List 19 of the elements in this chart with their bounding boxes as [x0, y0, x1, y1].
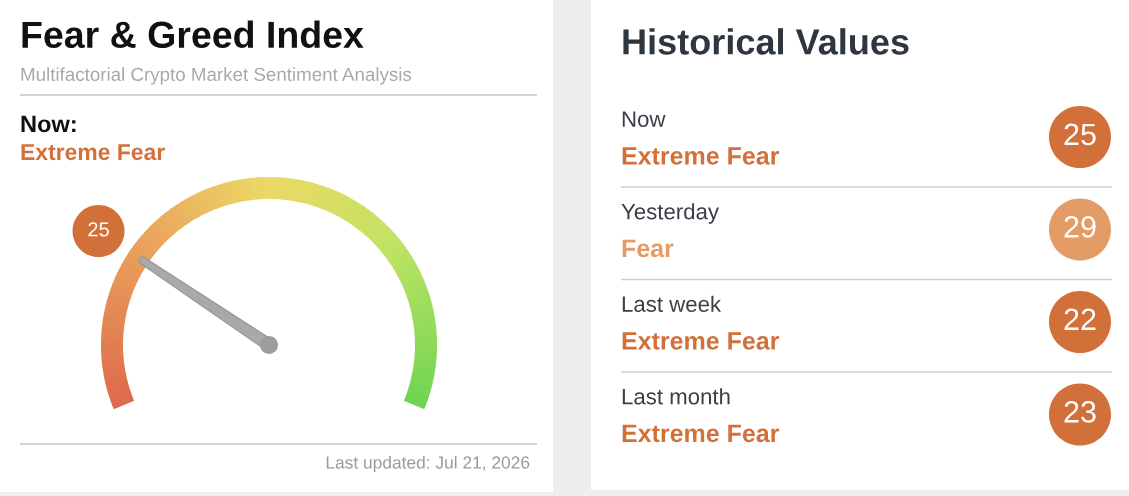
text: Last month	[622, 388, 730, 405]
text: 22	[1064, 308, 1096, 330]
text: Yesterday	[621, 203, 719, 224]
text: Fear & Greed Index	[22, 20, 364, 49]
text: Now:	[21, 115, 76, 133]
text: Now	[622, 111, 666, 127]
text: Extreme Fear	[622, 147, 780, 165]
text: Multifactorial Crypto Market Sentiment Analysis	[21, 67, 412, 85]
text: Historical Values	[623, 28, 909, 55]
text: 25	[88, 222, 109, 237]
text: 29	[1064, 216, 1096, 238]
text: Last week	[622, 295, 722, 312]
text: Extreme Fear	[622, 424, 780, 443]
text: Last updated: Jul 21, 2026	[326, 455, 530, 473]
text: 23	[1064, 401, 1096, 423]
text: Extreme Fear	[622, 332, 780, 350]
data-label: 25	[1064, 123, 1096, 146]
text: Fear	[622, 239, 674, 258]
text: Extreme Fear	[21, 144, 165, 161]
